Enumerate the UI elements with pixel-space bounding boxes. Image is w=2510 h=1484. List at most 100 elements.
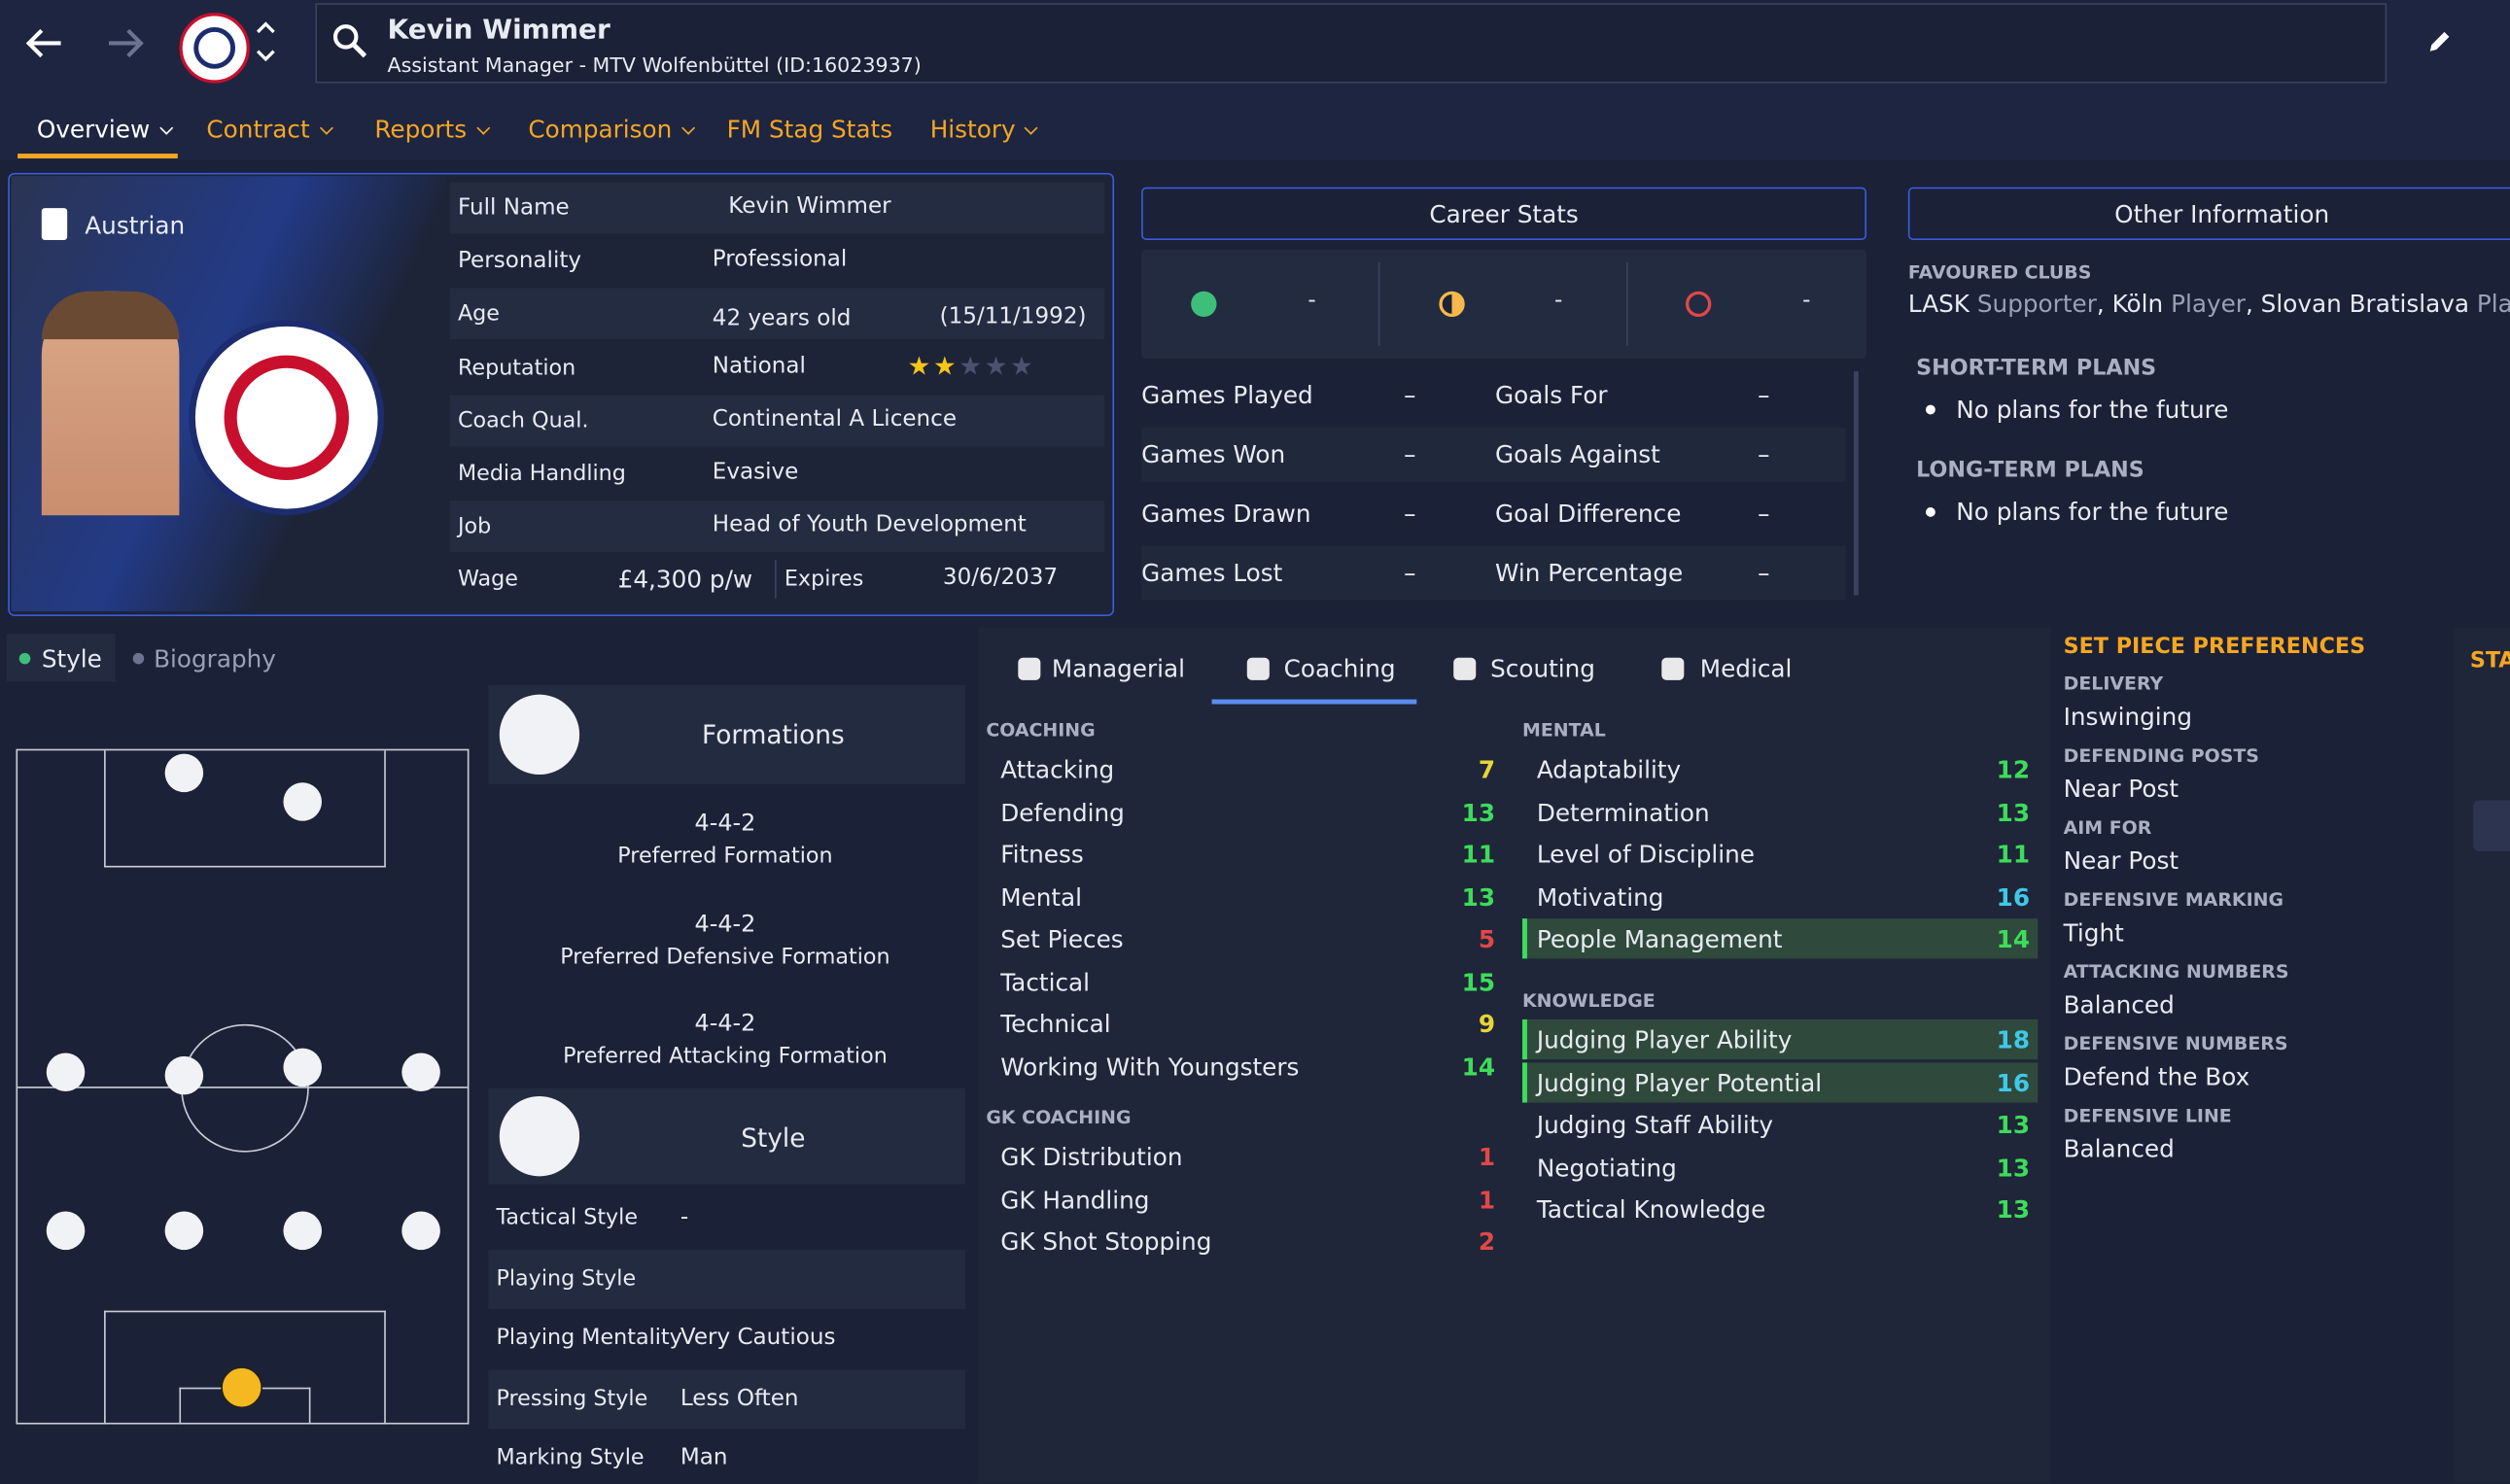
player-dot [164, 753, 204, 793]
summary-value: - [1802, 288, 1811, 314]
attr-tab[interactable]: Managerial [1051, 654, 1186, 684]
formation: 4-4-2 [694, 911, 756, 938]
tab-label[interactable]: FM Stag Stats [726, 115, 893, 145]
section-label: FAVOURED CLUBS [1907, 260, 2092, 284]
style-label: Pressing Style [496, 1385, 648, 1411]
attr-value: 13 [1996, 1153, 2031, 1183]
star: ★ [1010, 350, 1033, 381]
field-label: Expires [784, 567, 864, 593]
player-dot [46, 1211, 86, 1251]
stat-label: Goals Against [1495, 439, 1660, 469]
field-label: Full Name [457, 194, 570, 222]
style-value: - [680, 1204, 689, 1231]
club-name[interactable]: Köln [2111, 290, 2164, 319]
club-name[interactable]: LASK [1907, 290, 1970, 319]
club-badge[interactable] [179, 13, 250, 84]
highlight-row [1522, 1061, 2039, 1102]
tab-label[interactable]: Comparison [528, 115, 673, 145]
attr-label: People Management [1536, 924, 1783, 954]
attr-tab[interactable]: Scouting [1490, 654, 1595, 684]
chevron [158, 121, 173, 135]
attr-tab-icon [1661, 657, 1685, 680]
nav-tab[interactable]: History [929, 115, 1039, 145]
bullet [1925, 404, 1935, 415]
field-value: Evasive [712, 459, 799, 485]
row-bg [449, 500, 1105, 553]
attr-label: Fitness [1000, 840, 1084, 870]
attr-value: 18 [1996, 1025, 2031, 1055]
sp-label: DEFENSIVE NUMBERS [2063, 1032, 2288, 1055]
attr-value: 13 [1996, 1195, 2031, 1225]
attr-tab[interactable]: Coaching [1283, 654, 1396, 684]
formation-caption: Preferred Formation [617, 843, 833, 870]
career-title: Career Stats [1429, 199, 1579, 229]
player-dot [46, 1053, 86, 1092]
edit-icon[interactable] [2425, 27, 2455, 56]
summary-value: - [1307, 288, 1316, 314]
attr-value: 11 [1461, 840, 1496, 870]
row-bg [1141, 545, 1846, 601]
club-role: Player [2476, 290, 2510, 319]
attr-tab[interactable]: Medical [1699, 654, 1793, 684]
plan-text: No plans for the future [1956, 498, 2229, 527]
field-value: Continental A Licence [712, 405, 958, 432]
search-box[interactable] [315, 3, 2388, 84]
crest-ring [224, 355, 349, 481]
row-bg [449, 289, 1105, 340]
won-icon [1191, 291, 1217, 318]
tab-label[interactable]: Overview [36, 115, 151, 145]
player-dot [401, 1053, 440, 1092]
favoured-clubs: LASK Supporter, Köln Player, Slovan Brat… [1908, 290, 2510, 319]
sp-value: Balanced [2063, 1134, 2175, 1164]
attr-label: GK Shot Stopping [1000, 1227, 1212, 1257]
attr-value: 13 [1996, 1110, 2031, 1140]
sp-label: DELIVERY [2063, 672, 2164, 695]
nav-tab[interactable]: Overview [36, 115, 173, 145]
nav-tab[interactable]: Comparison [528, 115, 695, 145]
stat-label: Games Drawn [1141, 499, 1311, 529]
left-tab[interactable]: Biography [154, 644, 276, 674]
style-value: Very Cautious [680, 1325, 836, 1351]
stat-label: Goal Difference [1495, 499, 1682, 529]
nav-arrows[interactable] [22, 22, 151, 64]
panel-title: Style [741, 1122, 806, 1154]
attr-label: Mental [1000, 882, 1083, 912]
field-value: National [712, 353, 806, 379]
bullet [1925, 507, 1935, 517]
field-label: Reputation [457, 354, 576, 381]
row-bg [488, 1368, 965, 1429]
active-attr-tab [1211, 699, 1417, 705]
star: ★ [984, 350, 1008, 381]
sp-label: AIM FOR [2063, 815, 2152, 839]
stat-label: Win Percentage [1495, 558, 1684, 588]
lost-icon [1685, 291, 1712, 318]
tab-label[interactable]: Reports [374, 115, 468, 145]
stat-value: – [1404, 558, 1416, 588]
stat-value: – [1758, 439, 1770, 469]
cut-button[interactable] [2473, 800, 2510, 852]
divider [1377, 262, 1380, 346]
club-name[interactable]: Slovan Bratislava [2260, 290, 2470, 319]
attr-value: 1 [1478, 1185, 1496, 1215]
field-label: Coach Qual. [457, 407, 589, 433]
sp-value: Defend the Box [2063, 1062, 2250, 1092]
nav-tab[interactable]: Contract [206, 115, 333, 145]
club-crest [189, 320, 385, 516]
section-label: COACHING [986, 718, 1096, 742]
tab-label[interactable]: Contract [206, 115, 310, 145]
sp-value: Inswinging [2063, 702, 2193, 732]
nav-tab[interactable]: Reports [374, 115, 490, 145]
style-value: Less Often [680, 1385, 799, 1411]
attr-value: 5 [1478, 924, 1496, 954]
tab-label[interactable]: History [929, 115, 1016, 145]
plan-text: No plans for the future [1956, 395, 2229, 425]
scrollbar [1853, 371, 1859, 596]
attr-value: 13 [1996, 797, 2031, 827]
stat-value: – [1404, 499, 1416, 529]
attr-value: 7 [1478, 755, 1496, 784]
nav-tab[interactable]: FM Stag Stats [727, 116, 892, 145]
left-tab[interactable]: Style [41, 644, 102, 674]
cut-panel [2454, 627, 2510, 1484]
updown[interactable] [253, 19, 278, 64]
set-piece-title: SET PIECE PREFERENCES [2063, 634, 2366, 660]
